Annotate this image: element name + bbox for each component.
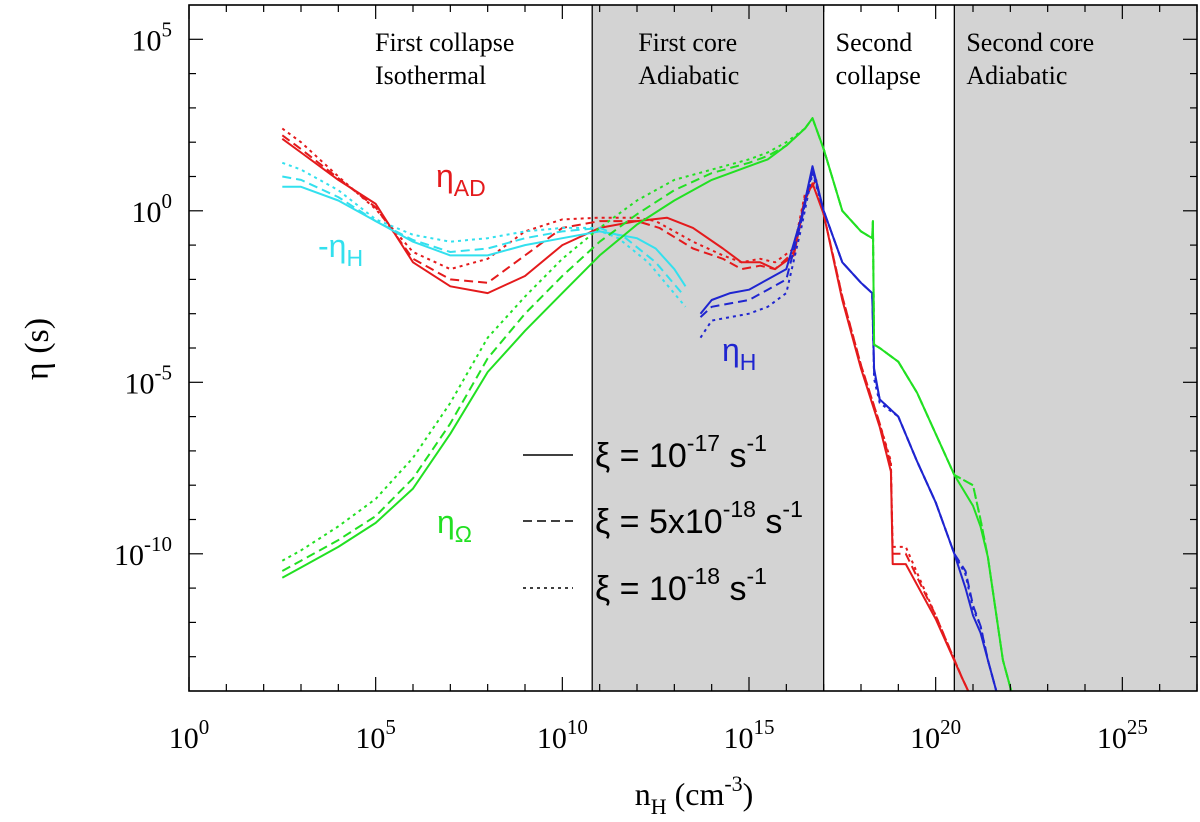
x-tick-label-10: 1010: [537, 715, 588, 755]
series-eta_Omega-dotted: [281, 117, 1013, 691]
series-eta_H-solid: [699, 165, 998, 691]
y-tick-label--10: 10-10: [114, 532, 172, 572]
region-layer: [591, 5, 1197, 691]
curve-layer: [281, 117, 1013, 691]
region-label-3-line2: Adiabatic: [966, 61, 1067, 90]
series-eta_H_neg-dashed: [282, 175, 683, 294]
x-tick-label-0: 100: [169, 715, 210, 755]
x-tick-label-20: 1020: [910, 715, 961, 755]
region-label-3-line1: Second core: [966, 28, 1094, 57]
x-tick-label-25: 1025: [1097, 715, 1148, 755]
series-eta_H-dotted: [699, 172, 998, 691]
region-label-2-line2: collapse: [836, 61, 921, 90]
region-label-2-line1: Second: [836, 28, 913, 57]
legend-label-dotted: ξ = 10-18 s-1: [595, 563, 767, 608]
series-label-eta_H: ηH: [722, 332, 756, 375]
legend-label-solid: ξ = 10-17 s-1: [595, 430, 767, 475]
series-label-eta_Omega: ηΩ: [437, 504, 472, 547]
x-tick-label-5: 105: [355, 715, 396, 755]
y-axis-label: η (s): [19, 318, 56, 380]
series-eta_H_neg-dotted: [281, 161, 687, 308]
series-eta_AD-dashed: [281, 134, 970, 691]
y-tick-label-5: 105: [132, 17, 173, 57]
text-layer: First collapse Isothermal First core Adiaba…: [19, 17, 1148, 819]
region-label-0-line2: Isothermal: [375, 61, 486, 90]
x-axis-label: nH (cm-3): [635, 771, 754, 817]
series-label-eta_AD: ηAD: [436, 158, 486, 201]
region-band-3: [954, 5, 1197, 691]
y-tick-label-0: 100: [132, 189, 173, 229]
series-eta_AD-dotted: [281, 127, 970, 691]
plot-frame-layer: [188, 4, 1198, 692]
legend-label-dashed: ξ = 5x10-18 s-1: [595, 496, 803, 541]
region-label-1-line2: Adiabatic: [638, 61, 739, 90]
region-band-1: [592, 5, 824, 691]
region-label-1-line1: First core: [638, 28, 737, 57]
region-label-0-line1: First collapse: [375, 28, 514, 57]
y-tick-label--5: 10-5: [125, 360, 173, 400]
x-tick-label-15: 1015: [724, 715, 775, 755]
series-eta_H_neg-solid: [282, 185, 687, 287]
series-label-eta_H_neg: -ηH: [318, 228, 363, 271]
